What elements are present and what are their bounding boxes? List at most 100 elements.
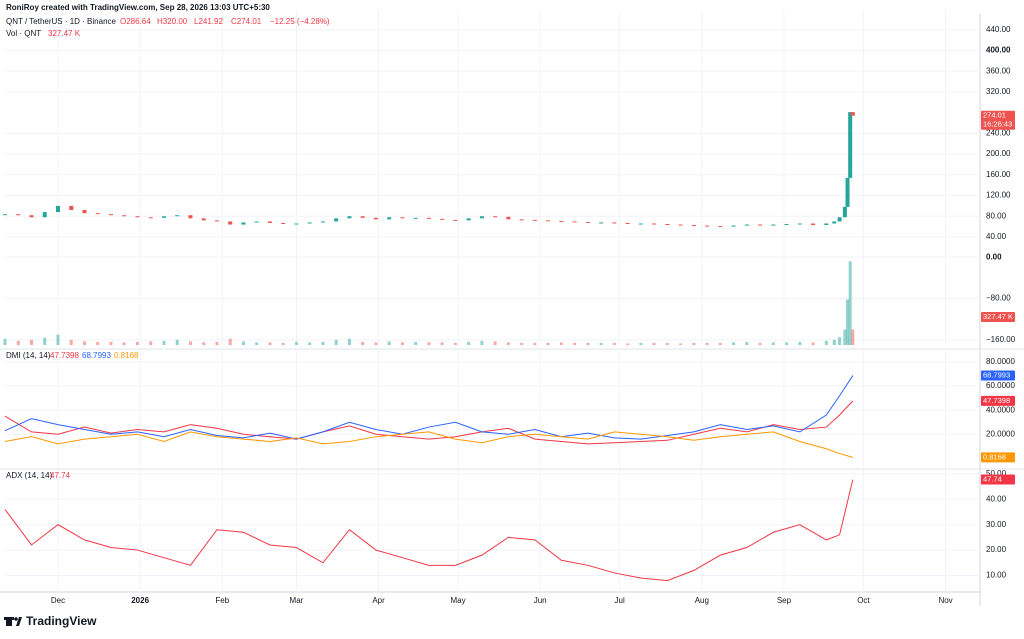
candle bbox=[108, 214, 113, 216]
indicator-title: DMI (14, 14) bbox=[6, 351, 51, 360]
volume-bar bbox=[520, 342, 524, 345]
candle bbox=[241, 222, 246, 225]
volume-bar bbox=[135, 341, 139, 345]
candle bbox=[360, 216, 365, 218]
indicator-title: ADX (14, 14) bbox=[6, 471, 53, 480]
volume-bar bbox=[838, 337, 842, 345]
y-tick-label: 200.00 bbox=[986, 149, 1011, 158]
legend-value: 47.7398 bbox=[50, 351, 79, 360]
volume-bar bbox=[228, 338, 232, 345]
volume-bar bbox=[149, 341, 153, 345]
x-tick-label: May bbox=[450, 596, 465, 605]
legend-value: 47.74 bbox=[50, 471, 71, 480]
candle bbox=[718, 226, 723, 228]
candle bbox=[678, 224, 683, 226]
candle bbox=[479, 216, 484, 219]
volume-bar bbox=[334, 339, 338, 345]
candle bbox=[334, 218, 339, 222]
ohlc-value: H320.00 bbox=[157, 17, 188, 26]
candle bbox=[837, 217, 842, 222]
candle bbox=[493, 216, 498, 218]
ohlc-value: L241.92 bbox=[194, 17, 223, 26]
volume-bar bbox=[427, 342, 431, 345]
y-tick-label: 10.00 bbox=[986, 571, 1007, 580]
volume-bar bbox=[347, 338, 351, 345]
x-tick-label: Jul bbox=[615, 596, 625, 605]
x-tick-label: Feb bbox=[215, 596, 229, 605]
y-tick-label: −80.00 bbox=[986, 294, 1011, 303]
candle bbox=[294, 223, 299, 225]
legend-value: 0.8168 bbox=[114, 351, 139, 360]
x-tick-label: Nov bbox=[938, 596, 952, 605]
x-tick-label: Mar bbox=[290, 596, 304, 605]
candle bbox=[612, 222, 617, 224]
last-value: 47.74 bbox=[983, 475, 1002, 484]
candle bbox=[850, 112, 855, 116]
volume-bar bbox=[506, 342, 510, 345]
candle bbox=[832, 221, 837, 224]
volume-bar bbox=[705, 342, 709, 345]
candle bbox=[122, 215, 127, 217]
y-tick-label: 320.00 bbox=[986, 87, 1011, 96]
countdown: 16:26:43 bbox=[983, 120, 1012, 129]
last-value-box bbox=[981, 474, 1015, 485]
volume-bar bbox=[16, 340, 20, 345]
candle bbox=[426, 217, 431, 219]
y-tick-label: 0.00 bbox=[986, 252, 1002, 261]
indicator-line bbox=[4, 479, 854, 582]
candle bbox=[811, 223, 816, 226]
volume-value: 327.47 K bbox=[48, 29, 81, 38]
candle bbox=[845, 177, 850, 207]
volume-bar bbox=[745, 341, 749, 345]
candle bbox=[784, 224, 789, 226]
volume-bar bbox=[294, 341, 298, 345]
candle bbox=[665, 224, 670, 226]
candle bbox=[824, 223, 829, 226]
candle bbox=[373, 217, 378, 220]
volume-bar bbox=[758, 342, 762, 345]
volume-bar bbox=[308, 342, 312, 345]
candle bbox=[744, 224, 749, 226]
candle bbox=[440, 218, 445, 220]
volume-bar bbox=[400, 342, 404, 345]
x-tick-label: Dec bbox=[51, 596, 65, 605]
last-value: 0.8168 bbox=[983, 452, 1006, 461]
candle bbox=[188, 215, 193, 219]
volume-bar bbox=[546, 342, 550, 345]
volume-bar bbox=[692, 342, 696, 345]
volume-bar bbox=[573, 342, 577, 345]
volume-bar bbox=[665, 342, 669, 345]
volume-bar bbox=[374, 342, 378, 345]
x-tick-label: Jun bbox=[534, 596, 547, 605]
volume-bar bbox=[559, 342, 563, 345]
volume-bar bbox=[321, 341, 325, 345]
volume-bar bbox=[586, 342, 590, 345]
candle bbox=[3, 214, 7, 216]
y-tick-label: 60.0000 bbox=[986, 381, 1015, 390]
volume-bar bbox=[846, 299, 850, 345]
y-tick-label: 120.00 bbox=[986, 191, 1011, 200]
y-tick-label: 50.00 bbox=[986, 469, 1007, 478]
candle bbox=[546, 220, 551, 222]
candle bbox=[69, 205, 74, 211]
last-value: 68.7993 bbox=[983, 371, 1010, 380]
volume-bar bbox=[241, 341, 245, 345]
candle bbox=[148, 217, 153, 219]
volume-bar bbox=[851, 329, 855, 345]
volume-bar bbox=[69, 339, 73, 345]
x-tick-label: Oct bbox=[857, 596, 870, 605]
candle bbox=[842, 206, 847, 218]
candle bbox=[214, 220, 219, 222]
candle bbox=[320, 221, 325, 223]
volume-bar bbox=[56, 334, 60, 345]
volume-bar bbox=[612, 342, 616, 345]
indicator-line bbox=[4, 431, 853, 458]
candle bbox=[638, 223, 643, 225]
last-value-box bbox=[981, 395, 1015, 406]
volume-bar bbox=[268, 342, 272, 345]
y-tick-label: 160.00 bbox=[986, 170, 1011, 179]
candle bbox=[347, 216, 352, 219]
y-tick-label: 400.00 bbox=[986, 46, 1011, 55]
x-tick-label: 2026 bbox=[131, 596, 149, 605]
